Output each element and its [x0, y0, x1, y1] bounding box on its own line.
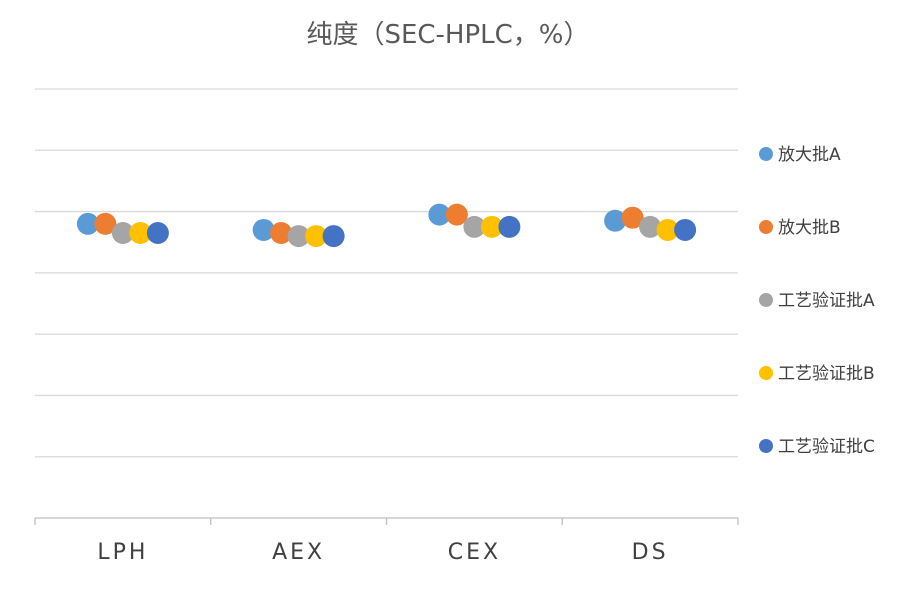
- point-series-0-cex: [428, 203, 451, 226]
- legend-marker-1: [759, 220, 773, 234]
- point-series-3-aex: [305, 225, 328, 248]
- point-series-4-aex: [322, 225, 345, 248]
- point-series-2-ds: [639, 215, 662, 238]
- point-series-4-cex: [498, 215, 521, 238]
- point-series-3-ds: [656, 218, 679, 241]
- x-axis: LPH AEX CEX DS: [34, 517, 739, 565]
- legend-label-4: 工艺验证批C: [778, 437, 875, 457]
- point-series-1-aex: [270, 222, 293, 245]
- point-series-3-cex: [480, 215, 503, 238]
- x-tick-label-lph: LPH: [97, 540, 148, 565]
- point-series-2-lph: [111, 222, 134, 245]
- x-tick-label-aex: AEX: [272, 540, 325, 565]
- point-series-0-lph: [76, 212, 99, 235]
- point-series-1-ds: [621, 206, 644, 229]
- point-series-4-lph: [146, 222, 169, 245]
- point-series-3-lph: [129, 222, 152, 245]
- point-series-0-aex: [252, 218, 275, 241]
- data-points: [76, 203, 697, 248]
- legend-label-2: 工艺验证批A: [778, 291, 875, 311]
- point-series-1-cex: [445, 203, 468, 226]
- legend-marker-0: [759, 147, 773, 161]
- x-tick-label-ds: DS: [632, 540, 669, 565]
- point-series-2-aex: [287, 225, 310, 248]
- point-series-2-cex: [463, 215, 486, 238]
- legend-label-3: 工艺验证批B: [778, 364, 875, 384]
- legend-marker-3: [759, 366, 773, 380]
- legend-label-0: 放大批A: [778, 145, 841, 165]
- chart-title: 纯度（SEC-HPLC，%）: [306, 20, 589, 50]
- point-series-0-ds: [604, 209, 627, 232]
- gridlines: [35, 88, 738, 458]
- point-series-4-ds: [674, 218, 697, 241]
- legend-marker-4: [759, 439, 773, 453]
- legend: 放大批A 放大批B 工艺验证批A 工艺验证批B 工艺验证批C: [759, 145, 875, 457]
- legend-label-1: 放大批B: [778, 218, 841, 238]
- x-tick-label-cex: CEX: [448, 540, 501, 565]
- legend-marker-2: [759, 293, 773, 307]
- point-series-1-lph: [94, 212, 117, 235]
